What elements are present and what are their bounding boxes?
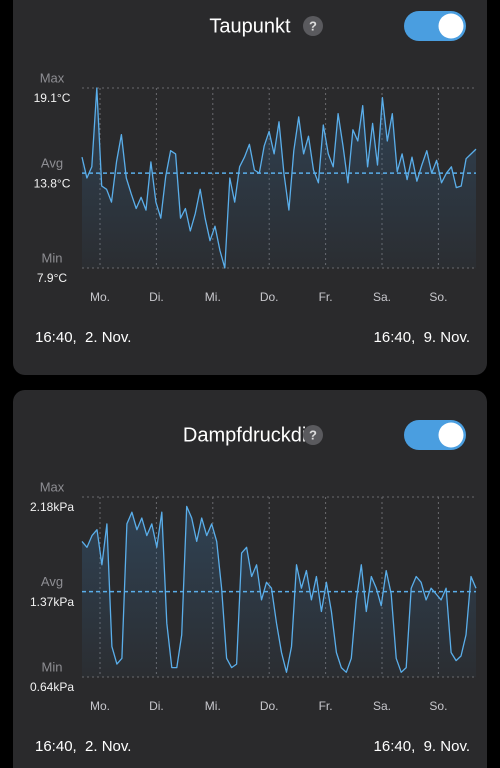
area	[82, 506, 476, 677]
y-tick-label: 13.8°C	[34, 176, 71, 190]
x-tick-label: Mo.	[90, 699, 110, 713]
x-tick-label: Mo.	[90, 290, 110, 304]
x-tick-label: Fr.	[319, 699, 333, 713]
line	[81, 87, 477, 269]
y-tick-label: 19.1°C	[34, 91, 71, 105]
help-label: ?	[309, 427, 317, 442]
x-tick-label: Do.	[260, 699, 279, 713]
x-tick-label: So.	[429, 699, 447, 713]
range-start: 16:40, 2. Nov.	[35, 738, 131, 755]
x-tick-label: So.	[429, 290, 447, 304]
card-title: Taupunkt	[209, 15, 291, 37]
help-label: ?	[309, 18, 317, 33]
x-tick-label: Di.	[149, 699, 164, 713]
x-tick-label: Di.	[149, 290, 164, 304]
toggle-knob	[438, 13, 464, 39]
x-tick-label: Sa.	[373, 699, 391, 713]
help-icon[interactable]	[303, 16, 323, 36]
y-tick-label: 2.18kPa	[30, 500, 74, 514]
y-tick-name: Min	[42, 659, 63, 674]
x-tick-label: Mi.	[205, 290, 221, 304]
y-tick-name: Min	[42, 250, 63, 265]
card-title: Dampfdruckdiff	[183, 424, 318, 446]
x-tick-label: Mi.	[205, 699, 221, 713]
y-tick-label: 0.64kPa	[30, 680, 74, 694]
y-tick-name: Max	[40, 479, 65, 494]
range-start: 16:40, 2. Nov.	[35, 329, 131, 346]
area	[82, 88, 476, 268]
range-end: 16:40, 9. Nov.	[374, 738, 470, 755]
y-tick-name: Avg	[41, 574, 63, 589]
line	[81, 505, 477, 673]
y-tick-label: 7.9°C	[37, 271, 67, 285]
x-tick-label: Sa.	[373, 290, 391, 304]
x-tick-label: Do.	[260, 290, 279, 304]
toggle-knob	[438, 422, 464, 448]
y-tick-name: Max	[40, 70, 65, 85]
range-end: 16:40, 9. Nov.	[374, 329, 470, 346]
x-tick-label: Fr.	[319, 290, 333, 304]
help-icon[interactable]	[303, 425, 323, 445]
y-tick-label: 1.37kPa	[30, 595, 74, 609]
y-tick-name: Avg	[41, 156, 63, 171]
